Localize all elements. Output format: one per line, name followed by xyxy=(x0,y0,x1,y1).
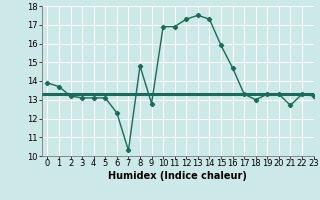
X-axis label: Humidex (Indice chaleur): Humidex (Indice chaleur) xyxy=(108,171,247,181)
